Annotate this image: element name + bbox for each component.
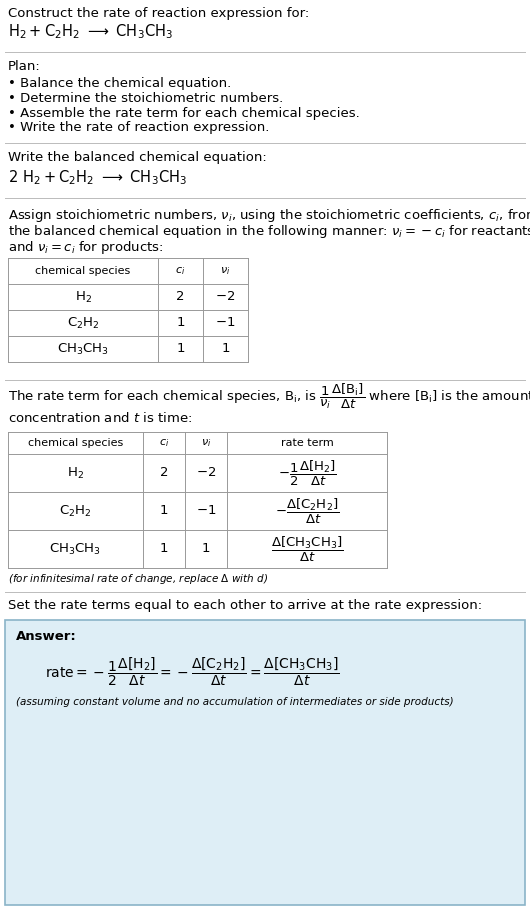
Text: (for infinitesimal rate of change, replace $\Delta$ with $d$): (for infinitesimal rate of change, repla…	[8, 572, 268, 586]
Text: $-2$: $-2$	[215, 290, 236, 304]
Text: $c_i$: $c_i$	[159, 437, 169, 449]
Text: 2: 2	[160, 467, 168, 480]
Text: 1: 1	[160, 504, 168, 518]
Text: 1: 1	[176, 342, 185, 356]
Text: 1: 1	[160, 542, 168, 555]
Text: chemical species: chemical species	[36, 266, 130, 276]
Text: Answer:: Answer:	[16, 630, 77, 642]
Text: Assign stoichiometric numbers, $\nu_i$, using the stoichiometric coefficients, $: Assign stoichiometric numbers, $\nu_i$, …	[8, 207, 530, 224]
Text: (assuming constant volume and no accumulation of intermediates or side products): (assuming constant volume and no accumul…	[16, 697, 454, 707]
Text: • Write the rate of reaction expression.: • Write the rate of reaction expression.	[8, 122, 269, 135]
Text: $\nu_i$: $\nu_i$	[220, 265, 231, 277]
Text: chemical species: chemical species	[28, 438, 123, 448]
Text: 2: 2	[176, 290, 185, 304]
Text: $c_i$: $c_i$	[175, 265, 186, 277]
Text: $-\dfrac{\Delta[\mathrm{C_2H_2}]}{\Delta t}$: $-\dfrac{\Delta[\mathrm{C_2H_2}]}{\Delta…	[275, 496, 339, 526]
Text: • Determine the stoichiometric numbers.: • Determine the stoichiometric numbers.	[8, 92, 283, 105]
Text: $\mathrm{C_2H_2}$: $\mathrm{C_2H_2}$	[67, 316, 99, 330]
Text: $-1$: $-1$	[215, 317, 236, 329]
Text: 1: 1	[176, 317, 185, 329]
Text: • Assemble the rate term for each chemical species.: • Assemble the rate term for each chemic…	[8, 106, 360, 119]
Text: Construct the rate of reaction expression for:: Construct the rate of reaction expressio…	[8, 7, 309, 21]
Text: $\mathrm{2\ H_2 + C_2H_2 \ \longrightarrow \ CH_3CH_3}$: $\mathrm{2\ H_2 + C_2H_2 \ \longrightarr…	[8, 168, 187, 187]
Text: $-\dfrac{1}{2}\dfrac{\Delta[\mathrm{H_2}]}{\Delta t}$: $-\dfrac{1}{2}\dfrac{\Delta[\mathrm{H_2}…	[278, 459, 337, 488]
Text: $\mathrm{H_2}$: $\mathrm{H_2}$	[75, 289, 92, 305]
Text: and $\nu_i = c_i$ for products:: and $\nu_i = c_i$ for products:	[8, 238, 164, 256]
Text: rate term: rate term	[280, 438, 333, 448]
Text: $\mathrm{CH_3CH_3}$: $\mathrm{CH_3CH_3}$	[57, 341, 109, 357]
Text: $\dfrac{\Delta[\mathrm{CH_3CH_3}]}{\Delta t}$: $\dfrac{\Delta[\mathrm{CH_3CH_3}]}{\Delt…	[271, 534, 343, 563]
Text: $-2$: $-2$	[196, 467, 216, 480]
Text: $-1$: $-1$	[196, 504, 216, 518]
Text: Set the rate terms equal to each other to arrive at the rate expression:: Set the rate terms equal to each other t…	[8, 600, 482, 612]
Text: $\mathrm{H_2}$: $\mathrm{H_2}$	[67, 465, 84, 480]
Text: 1: 1	[221, 342, 229, 356]
Text: $\mathrm{rate} = -\dfrac{1}{2}\dfrac{\Delta[\mathrm{H_2}]}{\Delta t} = -\dfrac{\: $\mathrm{rate} = -\dfrac{1}{2}\dfrac{\De…	[45, 656, 340, 688]
Text: the balanced chemical equation in the following manner: $\nu_i = -c_i$ for react: the balanced chemical equation in the fo…	[8, 223, 530, 239]
Text: $\mathrm{CH_3CH_3}$: $\mathrm{CH_3CH_3}$	[49, 541, 102, 557]
Text: 1: 1	[202, 542, 210, 555]
Text: $\mathrm{H_2 + C_2H_2 \ \longrightarrow \ CH_3CH_3}$: $\mathrm{H_2 + C_2H_2 \ \longrightarrow …	[8, 23, 173, 41]
Text: $\mathrm{C_2H_2}$: $\mathrm{C_2H_2}$	[59, 503, 92, 519]
Text: Write the balanced chemical equation:: Write the balanced chemical equation:	[8, 151, 267, 165]
FancyBboxPatch shape	[5, 620, 525, 905]
Text: The rate term for each chemical species, $\mathrm{B_i}$, is $\dfrac{1}{\nu_i}\df: The rate term for each chemical species,…	[8, 381, 530, 410]
Text: • Balance the chemical equation.: • Balance the chemical equation.	[8, 76, 231, 89]
Text: concentration and $t$ is time:: concentration and $t$ is time:	[8, 411, 192, 425]
Text: Plan:: Plan:	[8, 60, 41, 74]
Text: $\nu_i$: $\nu_i$	[201, 437, 211, 449]
